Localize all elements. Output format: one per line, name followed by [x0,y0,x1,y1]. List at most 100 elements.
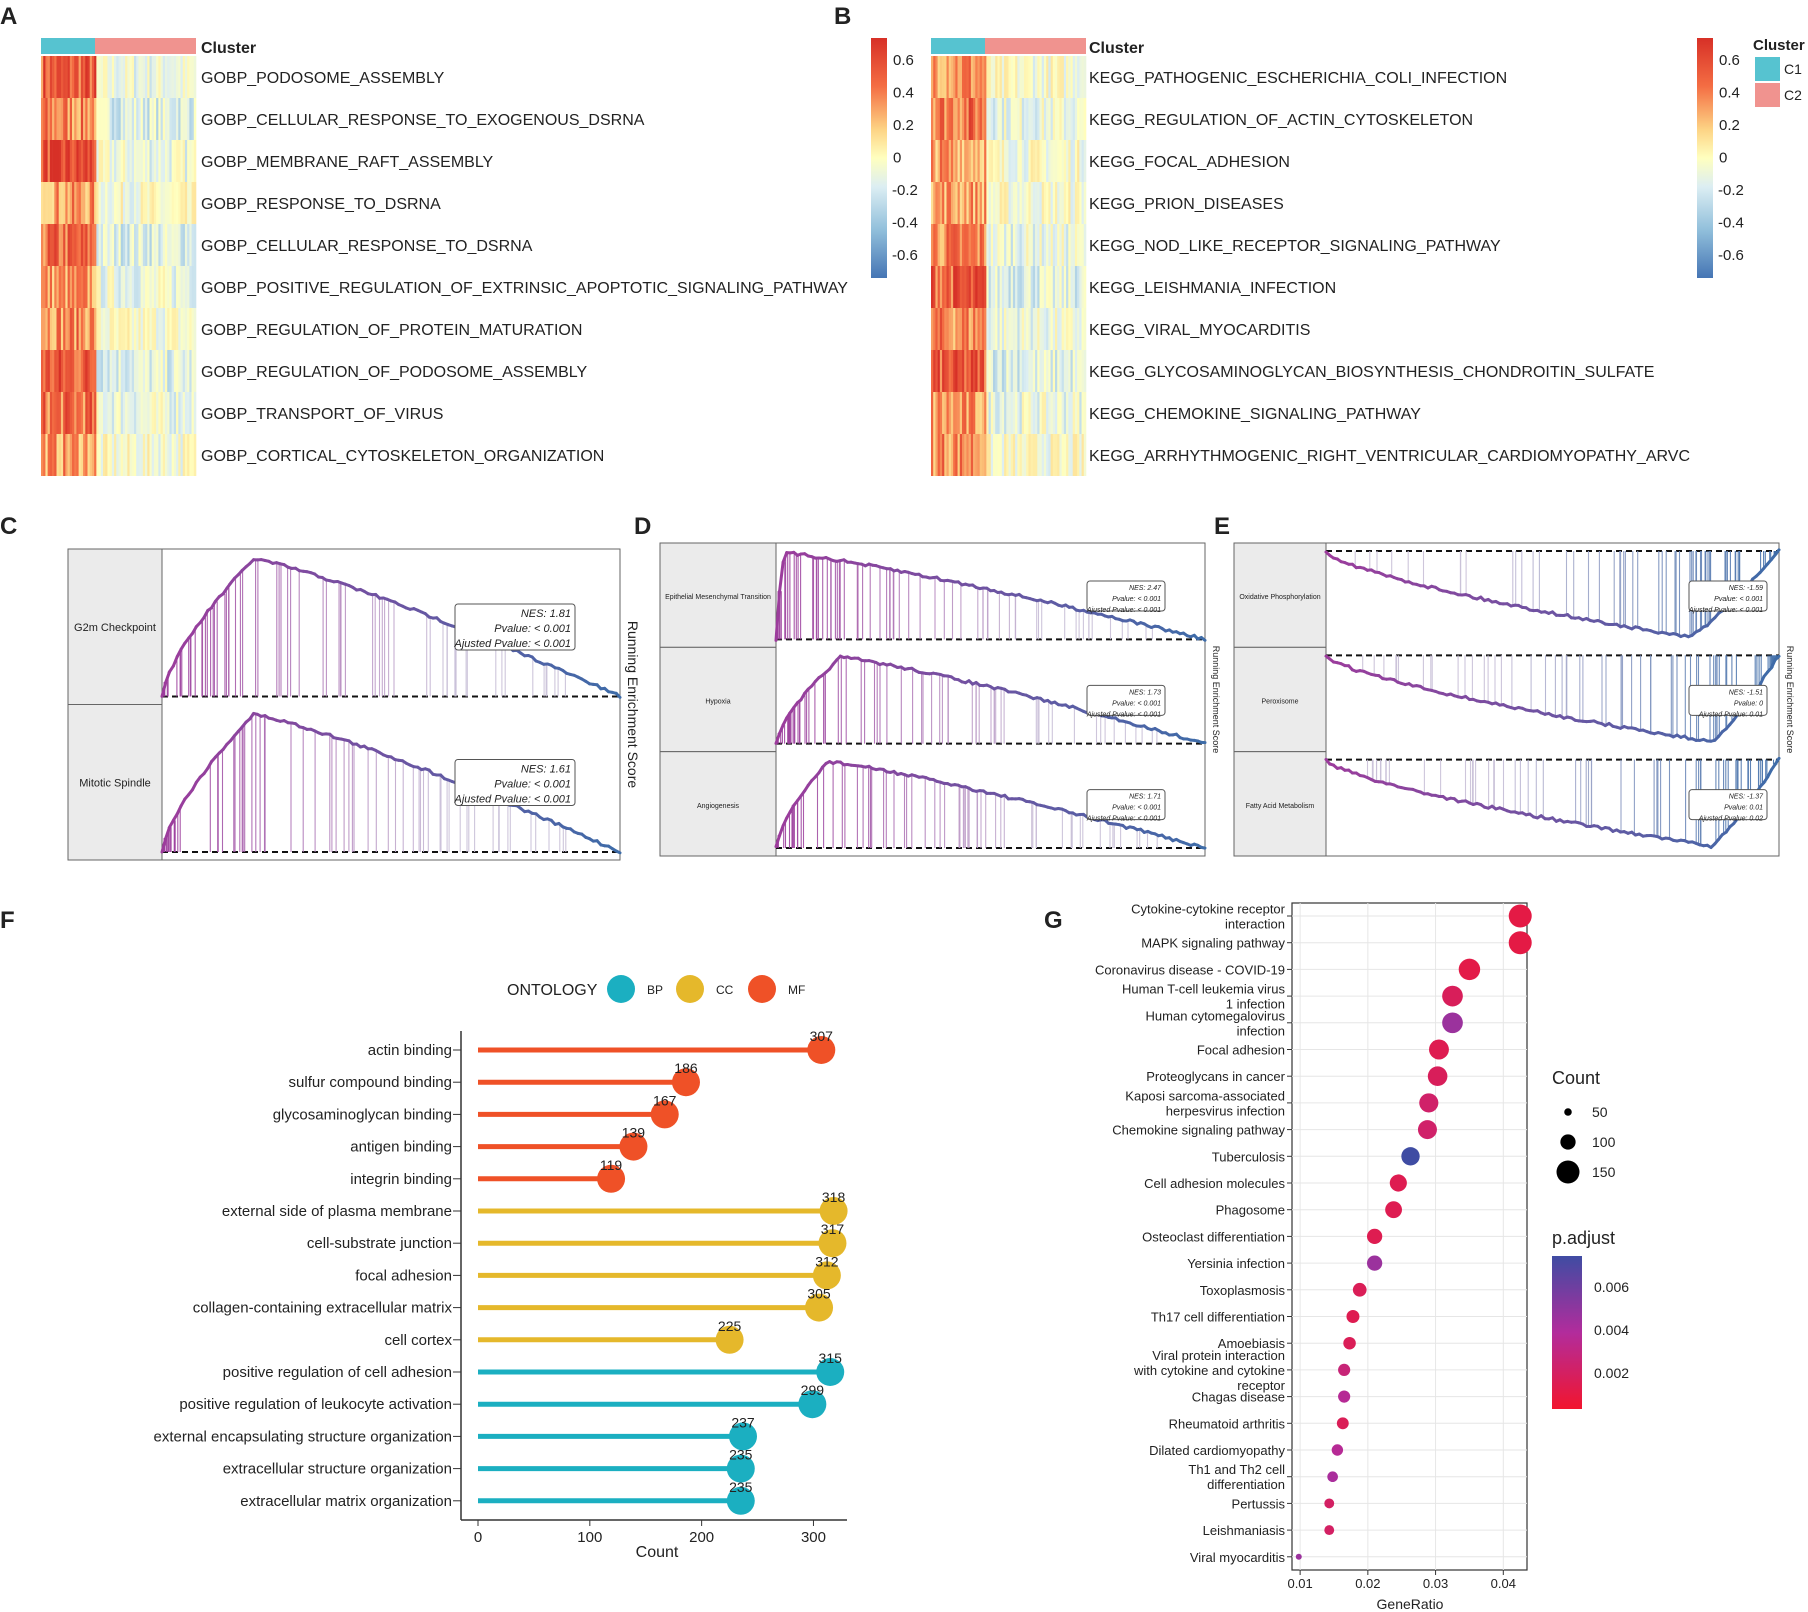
heatmap-cell [1041,434,1045,476]
heatmap-cell [1072,224,1076,266]
heatmap-cell [173,434,177,476]
heatmap-cell [1057,56,1060,98]
heatmap-cell [1004,98,1007,140]
heatmap-cell [1024,266,1027,308]
heatmap-cell [96,224,99,266]
heatmap-cell [189,392,192,434]
heatmap-cell [173,392,177,434]
heatmap-cell [76,224,79,266]
heatmap-cell [178,308,181,350]
heatmap-cell [45,434,48,476]
heatmap-cell [975,392,978,434]
category-label: antigen binding [350,1139,452,1156]
heatmap-cell [1043,266,1047,308]
heatmap-cell [169,98,172,140]
heatmap-cell [41,98,44,140]
heatmap-cell [1046,392,1049,434]
gsea-stat-box [1688,789,1768,821]
heatmap-cell [156,224,159,266]
pathway-dot [1389,1174,1407,1192]
heatmap-cell [962,308,965,350]
heatmap-cell [76,350,79,392]
heatmap-cell [107,434,110,476]
heatmap-cell [180,140,184,182]
value-label: 186 [674,1060,698,1076]
heatmap-row-label: KEGG_GLYCOSAMINOGLYCAN_BIOSYNTHESIS_CHON… [1089,364,1654,381]
heatmap-cell [120,350,124,392]
gsea-hit-group [777,763,1158,848]
heatmap-cell [109,266,113,308]
heatmap-cell [1006,182,1009,224]
gsea-stat-text: Pvalue: < 0.001 [494,779,571,791]
heatmap-row-label: KEGG_ARRHYTHMOGENIC_RIGHT_VENTRICULAR_CA… [1089,448,1690,465]
heatmap-cell [1052,224,1056,266]
heatmap-cell [1046,350,1049,392]
heatmap-cell [968,434,972,476]
heatmap-cell [162,98,166,140]
lollipop-dot [805,1293,834,1322]
heatmap-cell [107,308,110,350]
heatmap-cell [1070,140,1074,182]
heatmap-cell [990,224,994,266]
heatmap-cell [979,266,983,308]
heatmap-cell [933,266,936,308]
heatmap-cell [1061,392,1065,434]
scale-tick-label: 0.2 [1719,117,1740,134]
heatmap-cell [127,392,130,434]
pathway-dot [1338,1390,1351,1403]
heatmap-cell [957,266,961,308]
lollipop-dot [726,1486,755,1515]
heatmap-cell [1063,266,1067,308]
gsea-curve-segment [1199,636,1207,642]
heatmap-cell [142,308,146,350]
pathway-label: Osteoclast differentiation [1142,1229,1285,1244]
heatmap-cell [995,224,998,266]
heatmap-cell [999,224,1003,266]
heatmap-cell [970,266,974,308]
heatmap-cell [979,98,983,140]
heatmap-cell [120,140,124,182]
heatmap-cell [49,266,53,308]
heatmap-cell [1057,140,1060,182]
heatmap-cell [173,266,177,308]
heatmap-cell [959,308,963,350]
heatmap-cell [80,266,84,308]
gsea-stat-text: NES: 2.47 [1129,585,1162,592]
heatmap-cell [125,266,128,308]
heatmap-cell [87,350,91,392]
value-label: 235 [729,1447,753,1463]
heatmap-cell [138,140,141,182]
heatmap-cell [63,182,66,224]
heatmap-cell [935,56,938,98]
heatmap-cell [955,350,958,392]
lollipop-dot [819,1197,848,1225]
heatmap-cell [120,56,124,98]
heatmap-cell [1052,266,1056,308]
heatmap-cell [933,182,936,224]
heatmap-cell [1021,56,1025,98]
heatmap-cell [1028,434,1031,476]
heatmap-cell [103,350,106,392]
heatmap-cell [72,308,75,350]
heatmap-cell [80,56,84,98]
heatmap-cell [120,98,124,140]
heatmap-cell [1028,140,1031,182]
heatmap-cell [129,98,133,140]
heatmap-cell [149,392,153,434]
heatmap-cell [158,98,161,140]
lollipop-dot [597,1164,626,1193]
heatmap-cell [1030,266,1034,308]
heatmap-cell [1079,266,1082,308]
heatmap-row [931,350,1087,392]
heatmap-cell [52,266,55,308]
heatmap-cell [58,350,62,392]
category-label: external side of plasma membrane [222,1203,452,1220]
heatmap-cell [957,224,961,266]
heatmap-cell [1006,266,1009,308]
heatmap-cell [986,266,989,308]
heatmap-cell [948,266,952,308]
heatmap-cell [145,140,148,182]
heatmap-cell [1035,224,1038,266]
heatmap-cell [968,140,972,182]
